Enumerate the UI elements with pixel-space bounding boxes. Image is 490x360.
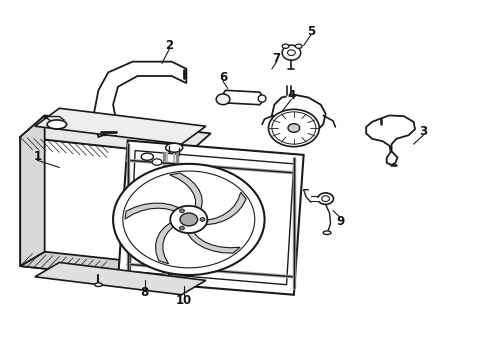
Circle shape: [200, 218, 205, 221]
Ellipse shape: [282, 45, 301, 60]
Text: 9: 9: [336, 215, 344, 228]
Circle shape: [269, 109, 319, 147]
Polygon shape: [35, 108, 206, 144]
Polygon shape: [169, 196, 208, 243]
Polygon shape: [199, 192, 246, 225]
Polygon shape: [220, 90, 265, 105]
Circle shape: [113, 164, 265, 275]
Ellipse shape: [288, 50, 295, 55]
Polygon shape: [118, 140, 304, 295]
Circle shape: [168, 204, 209, 234]
Ellipse shape: [258, 95, 266, 102]
Polygon shape: [94, 62, 186, 137]
Text: 3: 3: [419, 125, 427, 138]
Text: 10: 10: [176, 294, 192, 307]
Circle shape: [180, 213, 197, 226]
Polygon shape: [20, 116, 211, 155]
Polygon shape: [20, 116, 45, 266]
Ellipse shape: [318, 193, 333, 204]
Polygon shape: [155, 220, 178, 264]
Ellipse shape: [141, 153, 153, 160]
Text: 5: 5: [307, 25, 315, 38]
Ellipse shape: [95, 283, 102, 287]
Ellipse shape: [47, 120, 67, 129]
Ellipse shape: [322, 196, 330, 202]
Ellipse shape: [216, 94, 230, 105]
Polygon shape: [186, 228, 240, 253]
Ellipse shape: [166, 143, 183, 152]
Circle shape: [288, 124, 300, 132]
Polygon shape: [366, 116, 415, 165]
Ellipse shape: [295, 44, 302, 48]
Polygon shape: [20, 252, 211, 284]
Polygon shape: [272, 95, 326, 135]
Text: 7: 7: [273, 51, 281, 64]
Polygon shape: [35, 262, 206, 295]
Text: 2: 2: [165, 39, 173, 52]
Polygon shape: [130, 150, 294, 285]
Circle shape: [179, 226, 184, 230]
Text: 1: 1: [33, 150, 41, 163]
Polygon shape: [170, 173, 202, 213]
Polygon shape: [20, 137, 186, 284]
Circle shape: [170, 206, 207, 233]
Ellipse shape: [282, 44, 289, 48]
Text: 6: 6: [219, 71, 227, 84]
Text: 4: 4: [287, 89, 295, 102]
Polygon shape: [125, 203, 184, 219]
Circle shape: [179, 209, 184, 212]
Text: 8: 8: [141, 287, 149, 300]
Ellipse shape: [152, 159, 162, 165]
Ellipse shape: [323, 231, 331, 234]
